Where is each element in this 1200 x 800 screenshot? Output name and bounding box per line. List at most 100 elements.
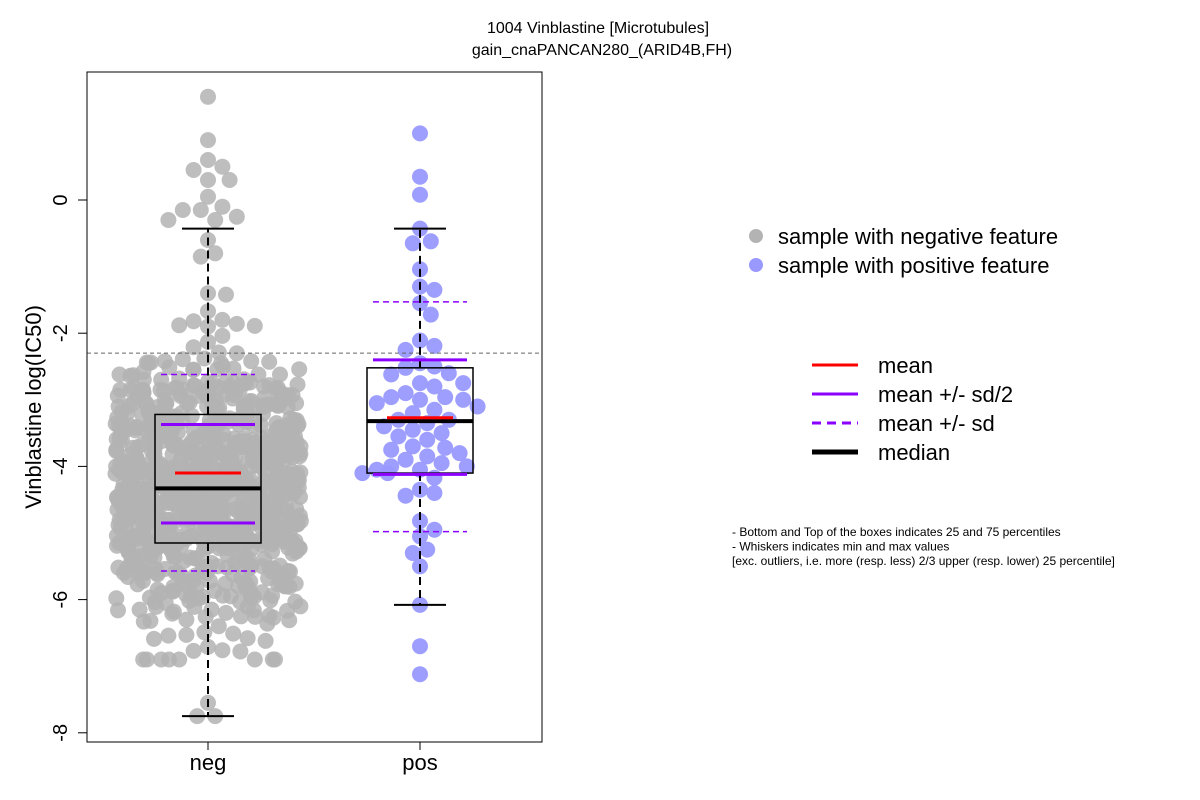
legend-point-marker — [749, 229, 763, 243]
pos-point — [383, 442, 399, 458]
pos-point — [426, 485, 442, 501]
pos-point — [423, 233, 439, 249]
neg-point — [267, 652, 283, 668]
pos-point — [437, 389, 453, 405]
neg-point — [186, 643, 202, 659]
neg-point — [225, 626, 241, 642]
neg-point — [175, 202, 191, 218]
pos-point — [470, 399, 486, 415]
legend-point-label: sample with negative feature — [778, 224, 1058, 249]
neg-point — [211, 618, 227, 634]
neg-point — [262, 592, 278, 608]
pos-point — [412, 375, 428, 391]
neg-point — [193, 249, 209, 265]
neg-point — [139, 652, 155, 668]
legend-point-marker — [749, 258, 763, 272]
pos-point — [426, 522, 442, 538]
neg-point — [146, 631, 162, 647]
pos-point — [455, 375, 471, 391]
pos-point — [369, 395, 385, 411]
neg-point — [178, 612, 194, 628]
pos-point — [423, 307, 439, 323]
y-tick-label: -8 — [50, 724, 72, 742]
pos-point — [398, 488, 414, 504]
neg-point — [285, 546, 301, 562]
neg-point — [200, 152, 216, 168]
pos-point — [426, 282, 442, 298]
neg-point — [218, 287, 234, 303]
neg-point — [171, 317, 187, 333]
pos-point — [398, 342, 414, 358]
y-tick-label: -4 — [50, 458, 72, 476]
neg-point — [130, 576, 146, 592]
legend-line-label: mean — [878, 353, 933, 378]
pos-point — [455, 392, 471, 408]
neg-point — [247, 652, 263, 668]
neg-point — [160, 212, 176, 228]
note-line: [exc. outliers, i.e. more (resp. less) 2… — [732, 554, 1115, 568]
pos-point — [426, 470, 442, 486]
x-tick-label-pos: pos — [402, 750, 437, 775]
pos-point — [412, 666, 428, 682]
chart-subtitle: gain_cnaPANCAN280_(ARID4B,FH) — [472, 42, 732, 59]
neg-point — [160, 628, 176, 644]
pos-point — [434, 455, 450, 471]
neg-point — [281, 579, 297, 595]
neg-point — [247, 318, 263, 334]
neg-point — [207, 212, 223, 228]
pos-point — [412, 169, 428, 185]
neg-point — [214, 328, 230, 344]
notes: - Bottom and Top of the boxes indicates … — [732, 525, 1115, 568]
neg-point — [110, 602, 126, 618]
neg-point — [198, 609, 214, 625]
pos-point — [405, 235, 421, 251]
chart-title: 1004 Vinblastine [Microtubules] — [487, 20, 709, 37]
neg-point — [207, 245, 223, 261]
pos-point — [398, 452, 414, 468]
legend-line-label: mean +/- sd/2 — [878, 382, 1013, 407]
pos-point — [419, 432, 435, 448]
pos-point — [419, 542, 435, 558]
neg-point — [196, 624, 212, 640]
pos-point — [383, 389, 399, 405]
neg-point — [214, 312, 230, 328]
neg-point — [229, 316, 245, 332]
neg-point — [291, 361, 307, 377]
note-line: - Bottom and Top of the boxes indicates … — [732, 525, 1061, 539]
neg-point — [258, 633, 274, 649]
pos-point — [437, 440, 453, 456]
legend-line-label: mean +/- sd — [878, 411, 995, 436]
legend: sample with negative feature sample with … — [749, 224, 1058, 465]
neg-point — [178, 627, 194, 643]
neg-point — [222, 172, 238, 188]
pos-point — [412, 187, 428, 203]
neg-point — [232, 644, 248, 660]
pos-point — [398, 385, 414, 401]
neg-point — [200, 89, 216, 105]
points-layer — [108, 89, 486, 724]
legend-point-label: sample with positive feature — [778, 253, 1049, 278]
neg-point — [186, 162, 202, 178]
neg-point — [185, 362, 201, 378]
neg-point — [127, 422, 143, 438]
y-tick-label: -6 — [50, 591, 72, 609]
pos-point — [434, 425, 450, 441]
neg-point — [229, 209, 245, 225]
neg-point — [200, 132, 216, 148]
pos-point — [426, 338, 442, 354]
note-line: - Whiskers indicates min and max values — [732, 540, 949, 554]
pos-point — [405, 422, 421, 438]
neg-point — [233, 608, 249, 624]
pos-point — [412, 125, 428, 141]
neg-point — [164, 606, 180, 622]
neg-point — [261, 354, 277, 370]
x-tick-label-neg: neg — [190, 750, 227, 775]
neg-point — [148, 599, 164, 615]
y-axis-label: Vinblastine log(IC50) — [21, 305, 46, 509]
neg-point — [150, 566, 166, 582]
pos-point — [383, 367, 399, 383]
neg-point — [136, 614, 152, 630]
neg-point — [186, 313, 202, 329]
legend-line-label: median — [878, 440, 950, 465]
